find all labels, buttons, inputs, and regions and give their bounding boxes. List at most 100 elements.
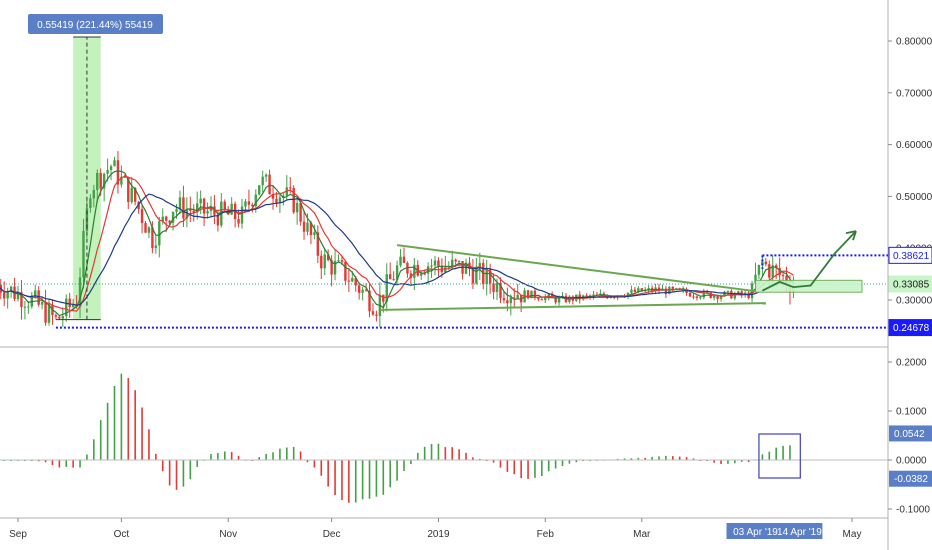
histogram-bar xyxy=(403,460,405,472)
time-tick-label: Feb xyxy=(537,529,555,540)
candle-body xyxy=(330,260,333,275)
candle-body xyxy=(96,172,99,190)
candle-body xyxy=(213,206,216,215)
candle-body xyxy=(275,198,278,204)
candle-body xyxy=(182,197,185,219)
candle-body xyxy=(23,306,27,308)
candle-body xyxy=(675,288,678,290)
candle-body xyxy=(16,292,20,300)
arrow-head-icon xyxy=(845,230,857,241)
histogram-bar xyxy=(299,451,302,460)
histogram-bar xyxy=(265,453,267,460)
candle-body xyxy=(337,260,340,262)
candle-body xyxy=(688,292,692,297)
candle-body xyxy=(664,288,668,295)
histogram-bar xyxy=(44,460,47,463)
candle-body xyxy=(361,289,364,293)
candle-body xyxy=(71,304,75,308)
histogram-bar xyxy=(520,460,522,479)
candle-body xyxy=(299,202,302,222)
histogram-bar xyxy=(568,460,571,464)
drawings-layer: 0.55419 (221.44%) 55419 xyxy=(0,14,888,329)
candle-body xyxy=(227,210,230,215)
histogram-bar xyxy=(306,460,309,463)
histogram-bar xyxy=(637,457,640,460)
histogram-bar xyxy=(665,455,667,460)
candle-body xyxy=(375,314,378,316)
measure-label: 0.55419 (221.44%) 55419 xyxy=(28,14,163,34)
candle-body xyxy=(123,176,127,178)
histogram-bar xyxy=(547,460,550,472)
candle-body xyxy=(333,260,337,275)
candle-body xyxy=(637,288,640,293)
candle-body xyxy=(268,174,271,195)
candle-body xyxy=(113,160,116,167)
candle-body xyxy=(557,297,561,303)
candle-body xyxy=(230,203,233,215)
candle-body xyxy=(668,287,671,295)
histogram-bar xyxy=(630,458,633,460)
histogram-bar xyxy=(141,407,143,460)
support-trendline xyxy=(379,302,766,311)
candle-body xyxy=(326,254,330,261)
histogram-bar xyxy=(37,460,40,462)
histogram-bar xyxy=(671,456,674,460)
candle-body xyxy=(364,289,368,291)
candle-body xyxy=(530,290,533,299)
candle-body xyxy=(399,256,402,266)
candle-body xyxy=(20,292,23,307)
candle-body xyxy=(254,194,257,207)
candle-body xyxy=(509,297,513,304)
candle-body xyxy=(716,295,719,299)
candle-body xyxy=(719,296,723,299)
candle-body xyxy=(168,220,171,223)
candle-body xyxy=(485,268,488,285)
candle-body xyxy=(347,280,351,282)
oscillator-panel xyxy=(0,373,888,503)
histogram-bar xyxy=(320,460,323,476)
candle-body xyxy=(409,273,413,278)
candle-body xyxy=(264,174,268,177)
candle-body xyxy=(323,254,326,269)
candle-body xyxy=(78,277,82,307)
histogram-bar xyxy=(127,378,130,460)
candle-body xyxy=(550,294,554,298)
price-flag: 0.24678 xyxy=(888,319,932,337)
time-tick-label: Dec xyxy=(323,529,341,540)
candle-body xyxy=(385,274,388,302)
candle-body xyxy=(733,294,737,299)
candle-body xyxy=(395,265,399,280)
histogram-bar xyxy=(513,460,516,475)
histogram-bar xyxy=(375,460,378,497)
candle-body xyxy=(164,216,168,221)
histogram-bar xyxy=(768,451,771,460)
candle-body xyxy=(247,201,251,205)
histogram-bar xyxy=(99,420,102,460)
histogram-bar xyxy=(437,443,440,460)
osc-flag: 0.0542 xyxy=(889,425,932,442)
candle-body xyxy=(116,160,120,185)
candle-body xyxy=(371,311,375,315)
candle-body xyxy=(261,176,264,186)
histogram-bar xyxy=(113,385,116,460)
histogram-bar xyxy=(313,460,316,468)
candle-body xyxy=(285,187,289,196)
candle-body xyxy=(40,301,44,305)
candle-body xyxy=(464,262,468,274)
histogram-bar xyxy=(782,445,784,460)
histogram-bar xyxy=(416,452,419,460)
candle-body xyxy=(109,166,113,170)
histogram-bar xyxy=(217,453,219,460)
candle-body xyxy=(592,294,595,297)
candle-body xyxy=(282,195,285,198)
candle-body xyxy=(388,274,392,280)
candle-body xyxy=(768,264,771,278)
candle-body xyxy=(202,198,206,214)
candle-body xyxy=(502,298,506,301)
candle-body xyxy=(488,268,492,284)
price-tick-label: 0.50000 xyxy=(896,192,932,203)
candle-body xyxy=(344,261,347,281)
osc-tick-label: -0.1000 xyxy=(896,505,930,516)
candle-body xyxy=(471,268,475,284)
